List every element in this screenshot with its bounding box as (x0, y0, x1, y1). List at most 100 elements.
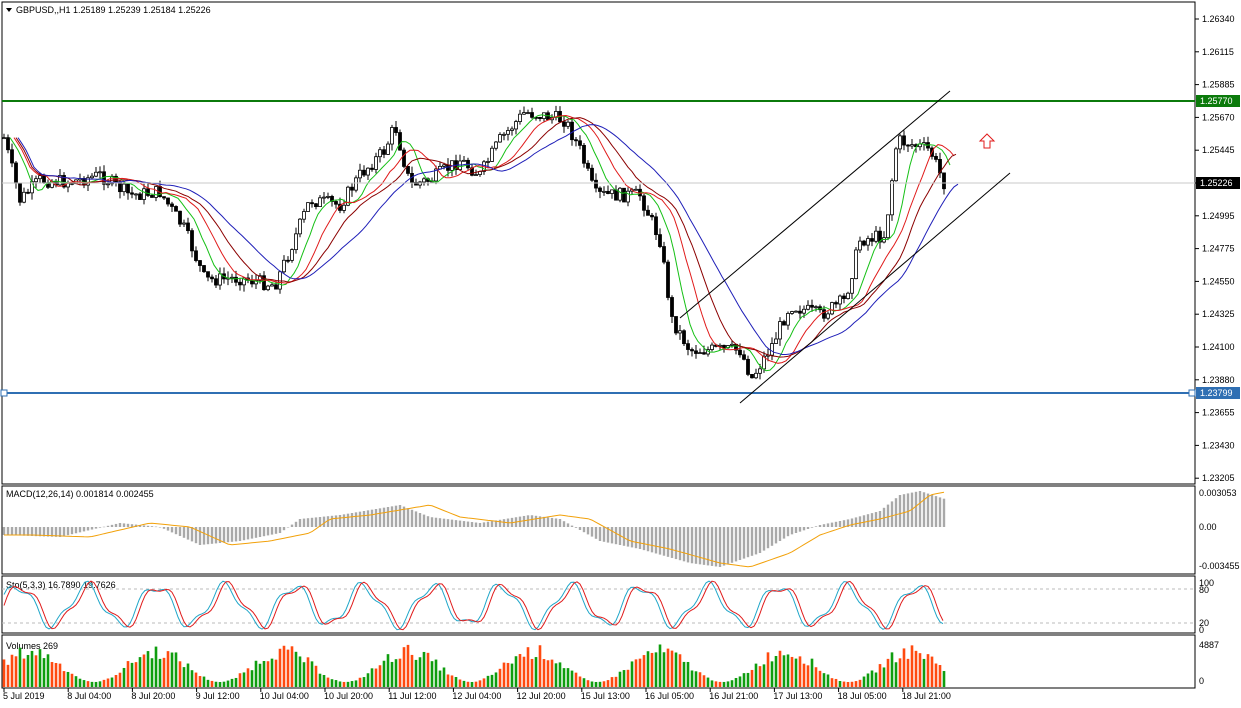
macd-histogram-bar (286, 527, 290, 528)
macd-min-label: -0.003455 (1199, 561, 1240, 571)
volume-bar (690, 670, 694, 687)
candle-body (870, 238, 874, 242)
macd-histogram-bar (230, 527, 234, 542)
volume-bar (778, 650, 782, 687)
volume-bar (282, 645, 286, 687)
macd-histogram-bar (194, 527, 198, 544)
macd-histogram-bar (522, 515, 526, 527)
macd-histogram-bar (50, 527, 54, 537)
macd-histogram-bar (490, 521, 494, 527)
volume-bar (218, 681, 222, 687)
macd-histogram-bar (378, 508, 382, 527)
volumes-plot (2, 644, 946, 687)
volume-bar (562, 668, 566, 687)
volume-bar (46, 654, 50, 687)
volume-bar (754, 663, 758, 687)
volume-bar (926, 654, 930, 687)
support-line-handle-right[interactable] (1188, 389, 1196, 397)
macd-histogram-bar (658, 527, 662, 555)
candle-body (238, 281, 242, 286)
macd-histogram-bar (150, 526, 154, 527)
volume-bar (270, 658, 274, 687)
macd-histogram-bar (914, 491, 918, 527)
volume-bar (122, 667, 126, 687)
macd-histogram-bar (314, 517, 318, 527)
volume-bar (498, 668, 502, 687)
volumes-pane[interactable] (1, 634, 1196, 689)
macd-histogram-bar (918, 491, 922, 527)
macd-histogram-bar (898, 495, 902, 527)
candle-body (934, 155, 938, 160)
macd-signal-line (4, 491, 945, 568)
macd-histogram-bar (582, 527, 586, 533)
channel-lower-line[interactable] (739, 172, 1011, 404)
macd-histogram-bar (222, 527, 226, 543)
stochastic-pane[interactable] (1, 575, 1196, 634)
volume-bar (554, 663, 558, 687)
macd-histogram-bar (606, 527, 610, 543)
buy-arrow-icon[interactable] (978, 133, 996, 149)
volume-bar (174, 652, 178, 687)
candle-body (106, 183, 110, 186)
ma-long-line (17, 124, 959, 355)
price-tick-label: 1.23880 (1202, 375, 1235, 385)
candle-body (886, 214, 890, 239)
volume-bar (82, 680, 86, 687)
volume-bar (662, 652, 666, 687)
volume-bar (598, 681, 602, 687)
volume-bar (646, 651, 650, 687)
channel-upper-line[interactable] (679, 90, 951, 319)
volume-bar (726, 681, 730, 687)
candle-body (386, 143, 390, 155)
collapse-triangle-icon[interactable] (6, 8, 12, 12)
volume-bar (478, 680, 482, 687)
volume-bar (714, 681, 718, 687)
macd-histogram-bar (482, 522, 486, 527)
candle-body (626, 190, 630, 203)
candle-body (422, 178, 426, 183)
time-tick-label: 9 Jul 12:00 (196, 691, 240, 701)
volume-bar (310, 661, 314, 687)
time-tick-label: 16 Jul 21:00 (709, 691, 758, 701)
volume-bar (354, 680, 358, 687)
macd-histogram-bar (350, 513, 354, 527)
volume-bar (110, 677, 114, 687)
volume-bar (614, 676, 618, 687)
candle-body (258, 275, 262, 281)
price-tick-label: 1.24100 (1202, 342, 1235, 352)
candle-body (890, 180, 894, 216)
macd-histogram-bar (114, 523, 118, 527)
time-tick-label: 12 Jul 20:00 (517, 691, 566, 701)
macd-histogram-bar (602, 527, 606, 542)
main-pane[interactable] (1, 1, 1196, 485)
volume-bar (222, 681, 226, 687)
volume-bar (146, 651, 150, 687)
macd-histogram-bar (454, 520, 458, 527)
volume-bar (730, 680, 734, 687)
candle-body (878, 230, 882, 243)
volume-bar (490, 674, 494, 687)
candle-body (606, 190, 610, 194)
macd-histogram-bar (570, 525, 574, 527)
price-tick-label: 1.23655 (1202, 408, 1235, 418)
candle-body (90, 175, 94, 179)
candle-body (774, 338, 778, 344)
macd-histogram-bar (654, 527, 658, 554)
volume-bar (178, 661, 182, 687)
macd-histogram-bar (786, 527, 790, 537)
macd-histogram-bar (278, 527, 282, 533)
macd-histogram-bar (46, 527, 50, 537)
candle-body (290, 249, 294, 261)
support-line-handle-left[interactable] (0, 389, 8, 397)
time-tick-label: 10 Jul 20:00 (324, 691, 373, 701)
macd-pane[interactable] (1, 485, 1196, 575)
macd-histogram-bar (630, 527, 634, 548)
candle-body (154, 186, 158, 198)
volume-bar (434, 659, 438, 687)
macd-histogram-bar (826, 523, 830, 527)
macd-histogram-bar (890, 501, 894, 527)
price-tick-label: 1.23205 (1202, 473, 1235, 483)
volume-bar (566, 668, 570, 687)
candle-body (850, 278, 854, 294)
